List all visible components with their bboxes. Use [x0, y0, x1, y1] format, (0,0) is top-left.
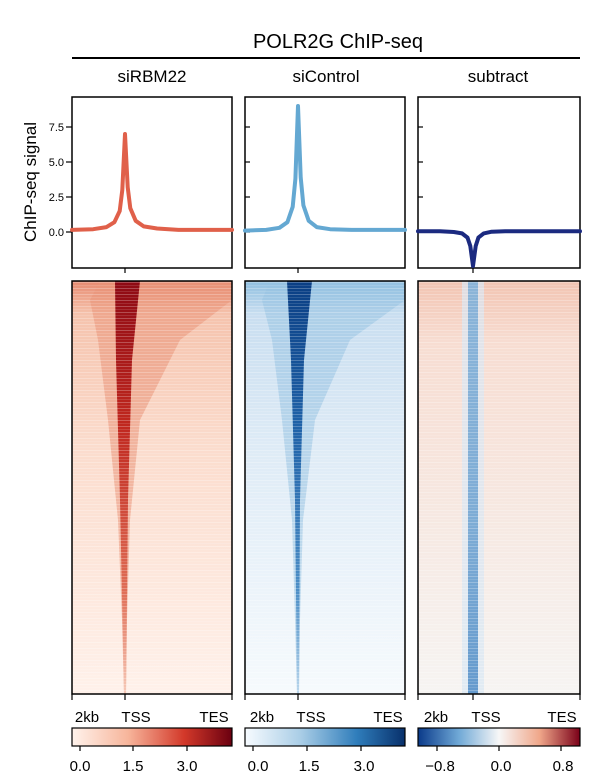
cb-tick-sicontrol-0: 0.0 [248, 758, 269, 775]
profile-line-subtract [416, 229, 582, 268]
x-tick-2kb-subtract: 2kb [424, 709, 448, 726]
profile-frame-sirbm22 [71, 96, 233, 269]
y-tick-label-7.5: 7.5 [49, 122, 64, 134]
heatmap-subtract [417, 280, 581, 695]
panel-title-subtract: subtract [468, 67, 529, 86]
colorbar-tick-marks [79, 746, 562, 751]
x-tick-tes-sicontrol: TES [373, 709, 402, 726]
profile-frame-subtract [417, 96, 581, 269]
y-ticks: 7.5 5.0 2.5 0.0 [49, 122, 64, 239]
y-tick-label-5.0: 5.0 [49, 157, 64, 169]
panel-title-sicontrol: siControl [292, 67, 359, 86]
y-tick-label-2.5: 2.5 [49, 192, 64, 204]
cb-tick-subtract-0: −0.8 [425, 758, 455, 775]
profile-line-sicontrol [243, 104, 407, 233]
x-tick-2kb-sirbm22: 2kb [75, 709, 99, 726]
profile-curves [70, 104, 582, 268]
colorbar-tick-labels: 0.0 1.5 3.0 0.0 1.5 3.0 −0.8 0.0 0.8 [70, 758, 574, 775]
y-tick-label-0.0: 0.0 [49, 227, 64, 239]
cb-tick-sicontrol-1: 1.5 [299, 758, 320, 775]
cb-tick-sicontrol-2: 3.0 [354, 758, 375, 775]
profile-line-sirbm22 [70, 132, 234, 232]
cb-tick-subtract-2: 0.8 [553, 758, 574, 775]
heatmap-sicontrol [244, 280, 406, 695]
x-tick-tss-sicontrol: TSS [296, 709, 325, 726]
x-tick-2kb-sicontrol: 2kb [250, 709, 274, 726]
panel-title-sirbm22: siRBM22 [118, 67, 187, 86]
cb-tick-subtract-1: 0.0 [491, 758, 512, 775]
cb-tick-sirbm22-1: 1.5 [123, 758, 144, 775]
x-tick-labels: 2kb TSS TES 2kb TSS TES 2kb TSS TES [75, 709, 577, 726]
y-axis-label: ChIP-seq signal [21, 122, 40, 242]
figure-title: POLR2G ChIP-seq [253, 31, 423, 53]
colorbar-subtract [417, 727, 581, 747]
heatmap-sirbm22 [71, 280, 233, 695]
x-tick-tss-sirbm22: TSS [121, 709, 150, 726]
x-tick-tes-subtract: TES [547, 709, 576, 726]
colorbar-sirbm22 [71, 727, 233, 747]
colorbar-sicontrol [244, 727, 406, 747]
x-tick-tes-sirbm22: TES [199, 709, 228, 726]
profile-frame-sicontrol [244, 96, 406, 269]
x-tick-marks [71, 694, 581, 700]
cb-tick-sirbm22-0: 0.0 [70, 758, 91, 775]
x-tick-tss-subtract: TSS [471, 709, 500, 726]
cb-tick-sirbm22-2: 3.0 [177, 758, 198, 775]
